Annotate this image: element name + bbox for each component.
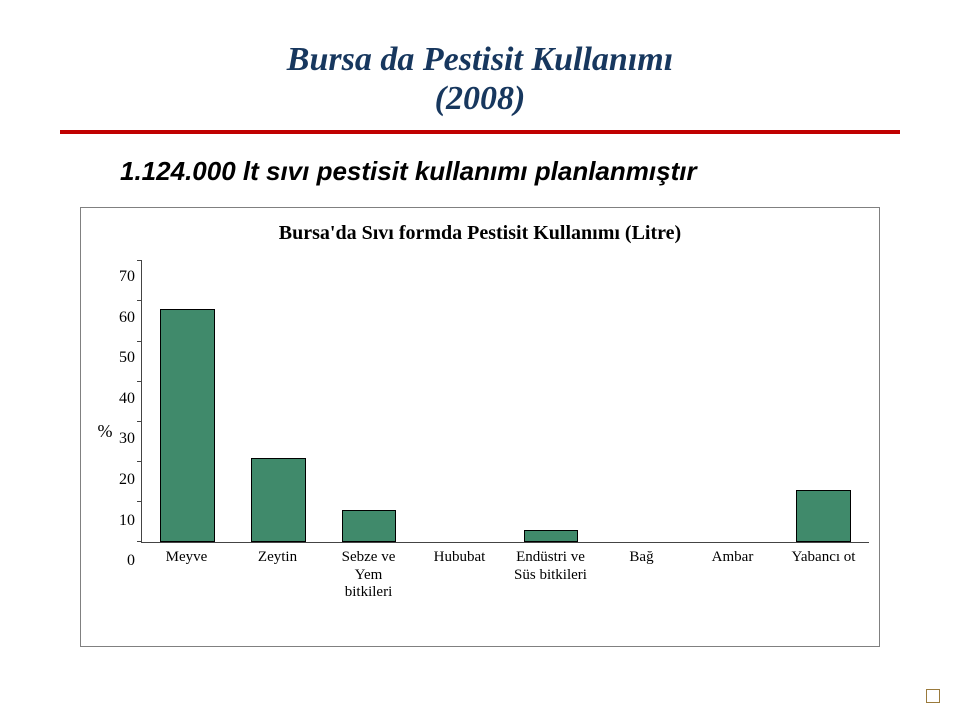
- title-line-2: (2008): [435, 80, 526, 117]
- x-tick-label: Ambar: [687, 543, 778, 601]
- y-axis-label: %: [91, 261, 119, 601]
- bar-slot: [687, 261, 778, 542]
- bar-slot: [324, 261, 415, 542]
- y-tick-label: 40: [119, 391, 135, 407]
- chart-area: % 70 60 50 40 30 20 10 0 MeyveZeytinSebze veYem…: [91, 261, 869, 601]
- x-tick-label: Sebze veYembitkileri: [323, 543, 414, 601]
- y-tick-label: 30: [119, 431, 135, 447]
- y-tick-label: 0: [127, 553, 135, 569]
- bar-slot: [506, 261, 597, 542]
- y-axis-ticks: 706050403020100: [119, 261, 141, 561]
- bar: [160, 309, 215, 542]
- x-tick-label: Bağ: [596, 543, 687, 601]
- bar: [342, 510, 397, 542]
- y-tick-label: 10: [119, 513, 135, 529]
- bar-slot: [142, 261, 233, 542]
- title-underline: [60, 130, 900, 134]
- x-tick-label: Endüstri veSüs bitkileri: [505, 543, 596, 601]
- chart-title: Bursa'da Sıvı formda Pestisit Kullanımı …: [91, 222, 869, 245]
- x-tick-label: Hububat: [414, 543, 505, 601]
- y-tick-label: 20: [119, 472, 135, 488]
- page-title: Bursa da Pestisit Kullanımı (2008): [60, 40, 900, 118]
- slide: Bursa da Pestisit Kullanımı (2008) 1.124…: [0, 0, 960, 723]
- title-line-1: Bursa da Pestisit Kullanımı: [287, 41, 673, 78]
- x-tick-label: Meyve: [141, 543, 232, 601]
- x-axis-ticks: MeyveZeytinSebze veYembitkileriHububatEn…: [141, 543, 869, 601]
- chart-container: Bursa'da Sıvı formda Pestisit Kullanımı …: [80, 207, 880, 647]
- y-tick-label: 60: [119, 310, 135, 326]
- bar-slot: [778, 261, 869, 542]
- bar: [796, 490, 851, 542]
- y-tick-label: 70: [119, 269, 135, 285]
- bar: [251, 458, 306, 542]
- x-tick-label: Yabancı ot: [778, 543, 869, 601]
- y-tick-label: 50: [119, 350, 135, 366]
- x-tick-label: Zeytin: [232, 543, 323, 601]
- plot-wrap: MeyveZeytinSebze veYembitkileriHububatEn…: [141, 261, 869, 601]
- bar: [524, 530, 579, 542]
- bar-slot: [415, 261, 506, 542]
- bar-slot: [596, 261, 687, 542]
- bar-slot: [233, 261, 324, 542]
- subtitle: 1.124.000 lt sıvı pestisit kullanımı pla…: [120, 156, 900, 187]
- corner-bullet-icon: [926, 689, 940, 703]
- plot-area: [141, 261, 869, 543]
